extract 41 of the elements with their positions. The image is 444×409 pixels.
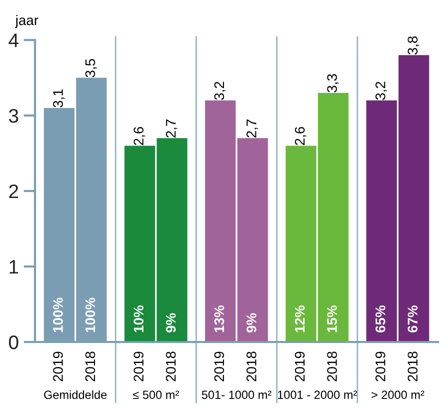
data-label: 3,5: [85, 59, 97, 78]
annotation: 12%: [294, 306, 305, 332]
x-tick-label: ≤ 500 m²: [133, 390, 179, 399]
annotation: 67%: [408, 306, 418, 332]
text: 2018: [408, 352, 418, 382]
text: 2019: [214, 352, 224, 382]
data-label: 3,8: [408, 36, 420, 55]
y-tick-label: 2: [9, 184, 18, 198]
annotation: 65%: [375, 306, 386, 332]
data-label: 3,2: [375, 82, 387, 100]
text: 2018: [166, 352, 176, 382]
x-tick-label: Gemiddelde: [44, 390, 107, 399]
data-label: 3,2: [214, 82, 226, 100]
y-tick-label: 0: [8, 335, 18, 350]
text: 2019: [134, 352, 144, 382]
x-tick-label: 501- 1000 m²: [202, 390, 272, 399]
annotation: 15%: [327, 306, 337, 332]
data-label: 2,7: [166, 120, 178, 138]
annotation: 100%: [85, 298, 96, 332]
annotation: 10%: [134, 306, 144, 332]
text: 2018: [85, 352, 96, 382]
y-tick-label: 4: [8, 34, 18, 48]
y-tick-label: 1: [10, 260, 18, 274]
annotation: 13%: [214, 306, 224, 332]
text: 2018: [327, 352, 337, 382]
text: 2019: [53, 352, 63, 382]
text: 2019: [375, 352, 386, 382]
data-label: 2,6: [294, 127, 306, 145]
data-label: 2,6: [134, 127, 146, 145]
text: 2018: [246, 352, 256, 382]
text: 2019: [294, 352, 305, 382]
data-label: 3,1: [53, 89, 65, 108]
y-axis-title: jaar: [15, 14, 38, 28]
annotation: 9%: [246, 313, 256, 332]
y-tick-label: 3: [8, 108, 18, 123]
annotation: 9%: [166, 313, 176, 332]
data-label: 2,7: [246, 120, 258, 138]
x-tick-label: > 2000 m²: [372, 390, 424, 399]
annotation: 100%: [53, 298, 63, 332]
x-tick-label: 1001 - 2000 m²: [278, 390, 357, 399]
data-label: 3,3: [327, 74, 339, 92]
